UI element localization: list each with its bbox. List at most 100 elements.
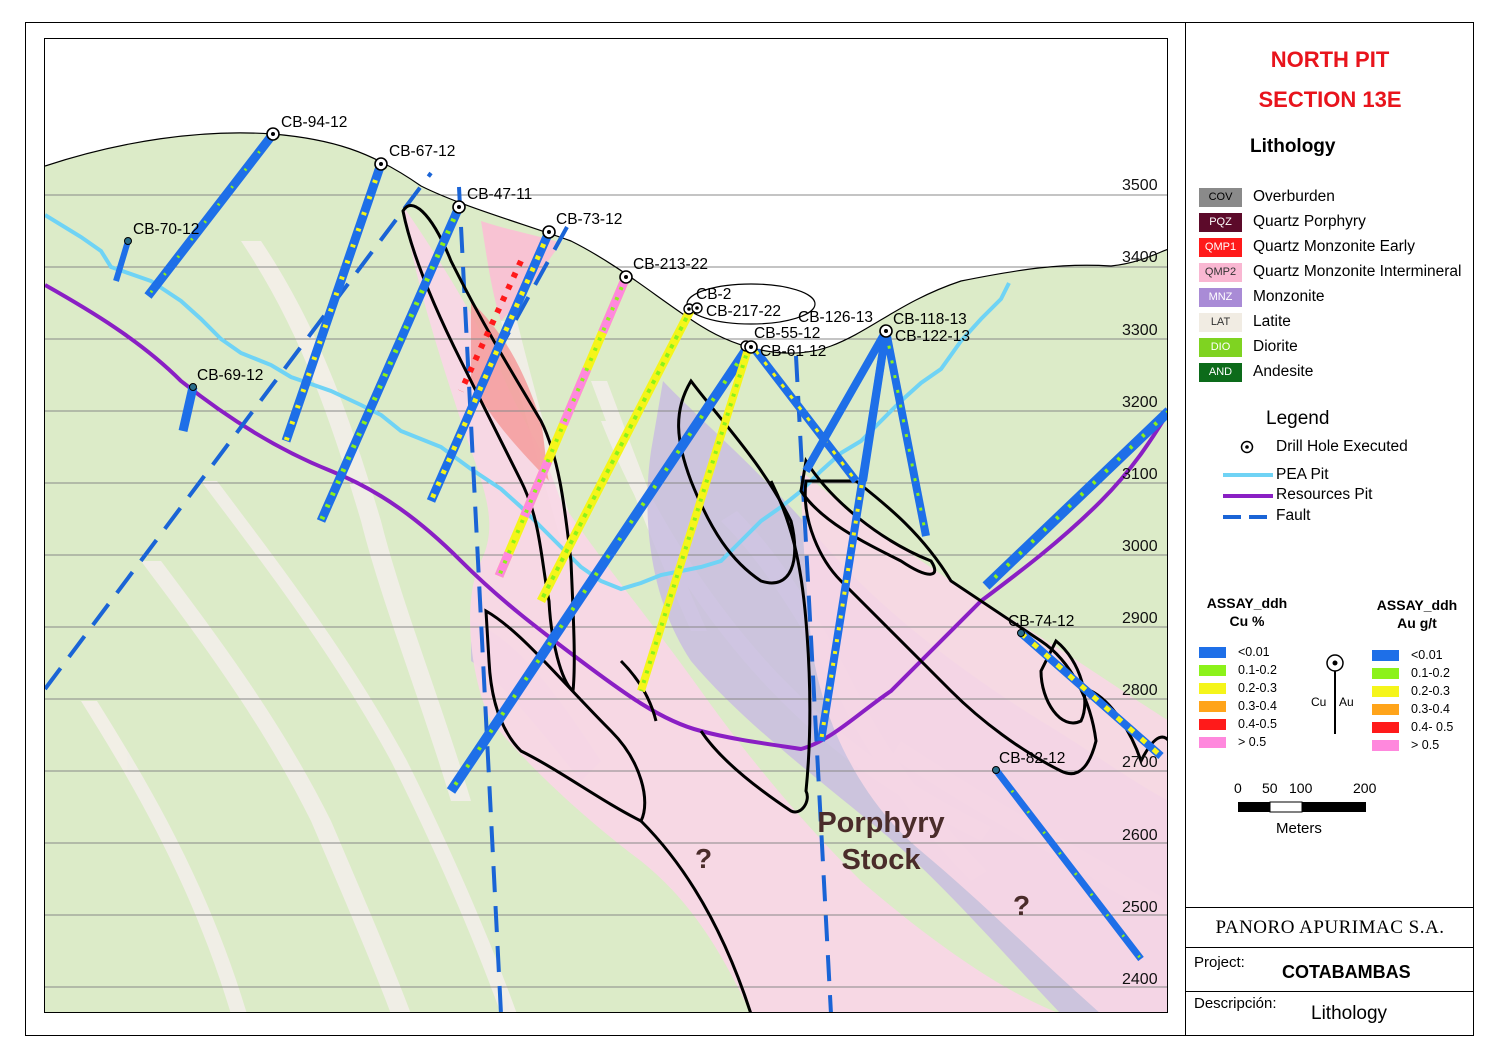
collar-cb-213-22	[619, 270, 633, 284]
project-value: COTABAMBAS	[1282, 962, 1411, 982]
drill-hole-label: CB-55-12	[754, 325, 821, 342]
assay-color-swatch	[1372, 667, 1399, 679]
cross-section-map: 3500 3400 3300 3200 3100 3000 2900 2800 …	[44, 38, 1168, 1013]
assay-class-item: 0.2-0.3	[1372, 683, 1450, 699]
drill-hole-label: CB-122-13	[895, 328, 970, 345]
collar-cb-70-12	[124, 237, 132, 245]
title-block-rule-2	[1186, 991, 1474, 992]
assay-class-item: <0.01	[1199, 644, 1270, 660]
title-block-rule-1	[1186, 947, 1474, 948]
elevation-label-2900: 2900	[1122, 610, 1158, 627]
drill-hole-label: CB-61-12	[760, 343, 827, 360]
section-title-line2: SECTION 13E	[1258, 87, 1402, 112]
elevation-label-2500: 2500	[1122, 899, 1158, 916]
section-title-line1: NORTH PIT	[1270, 47, 1390, 72]
assay-color-swatch	[1372, 739, 1399, 751]
assay-au-heading-line2: Au g/t	[1397, 615, 1437, 631]
lithology-item: QMP2 Quartz Monzonite Intermineral	[1199, 262, 1461, 282]
drill-hole-label: CB-69-12	[197, 367, 264, 384]
assay-class-label: 0.2-0.3	[1411, 684, 1450, 698]
porphyry-label-line2: Stock	[841, 844, 921, 876]
lithology-label: Quartz Monzonite Early	[1253, 238, 1415, 255]
assay-color-swatch	[1372, 703, 1399, 715]
elevation-label-3100: 3100	[1122, 466, 1158, 483]
drill-hole-label: CB-217-22	[706, 303, 781, 320]
lithology-item: LAT Latite	[1199, 312, 1291, 332]
assay-class-item: 0.1-0.2	[1372, 665, 1450, 681]
drill-hole-label: CB-74-12	[1008, 613, 1075, 630]
lithology-label: Monzonite	[1253, 288, 1325, 305]
assay-class-label: 0.2-0.3	[1238, 681, 1277, 695]
assay-cu-heading-line1: ASSAY_ddh	[1206, 595, 1288, 611]
assay-color-swatch	[1372, 685, 1399, 697]
collar-cb-69-12	[189, 383, 197, 391]
cross-section-svg	[45, 127, 1167, 1012]
company-name: PANORO APURIMAC S.A.	[1215, 917, 1445, 938]
lithology-label: Quartz Monzonite Intermineral	[1253, 263, 1462, 280]
drill-hole-label: CB-213-22	[633, 256, 708, 273]
lithology-swatch: LAT	[1199, 312, 1242, 332]
assay-color-swatch	[1199, 646, 1226, 658]
assay-cu-heading: ASSAY_ddh Cu %	[1192, 594, 1302, 630]
side-panel-divider	[1185, 22, 1186, 1036]
lithology-swatch: MNZ	[1199, 287, 1242, 307]
assay-color-swatch	[1199, 664, 1226, 676]
title-block: PANORO APURIMAC S.A. Project: COTABAMBAS…	[1186, 907, 1474, 1036]
porphyry-stock-label: Porphyry Stock	[799, 805, 963, 879]
collar-cb-61-12	[744, 340, 758, 354]
collar-cb-47-11	[452, 200, 466, 214]
assay-class-label: 0.1-0.2	[1411, 666, 1450, 680]
assay-color-swatch	[1199, 736, 1226, 748]
drill-hole-label: CB-118-13	[893, 311, 967, 328]
elevation-label-2700: 2700	[1122, 754, 1158, 771]
map-frame	[25, 22, 1474, 1036]
drill-hole-icon	[1240, 440, 1254, 454]
assay-class-item: 0.3-0.4	[1199, 698, 1277, 714]
elevation-label-3500: 3500	[1122, 177, 1158, 194]
lithology-item: DIO Diorite	[1199, 337, 1298, 357]
legend-pea-pit-label: PEA Pit	[1276, 466, 1329, 483]
assay-class-label: 0.1-0.2	[1238, 663, 1277, 677]
drill-hole-label: CB-47-11	[467, 186, 533, 203]
lithology-item: PQZ Quartz Porphyry	[1199, 212, 1366, 232]
assay-class-label: > 0.5	[1238, 735, 1267, 749]
cu-au-hole-symbol	[1326, 654, 1344, 734]
description-label: Descripción:	[1194, 995, 1277, 1012]
elevation-label-3200: 3200	[1122, 394, 1158, 411]
assay-color-swatch	[1372, 721, 1399, 733]
elevation-label-2600: 2600	[1122, 827, 1158, 844]
unknown-zone-label: ?	[695, 843, 713, 874]
lithology-label: Diorite	[1253, 338, 1298, 355]
assay-class-label: 0.4- 0.5	[1411, 720, 1454, 734]
assay-class-item: 0.1-0.2	[1199, 662, 1277, 678]
hole-symbol-au-label: Au	[1339, 695, 1354, 709]
assay-color-swatch	[1199, 718, 1226, 730]
scale-tick-200: 200	[1353, 780, 1377, 796]
title-block-top-rule	[1186, 907, 1474, 908]
assay-class-item: 0.3-0.4	[1372, 701, 1450, 717]
drill-hole-traces	[113, 131, 1167, 962]
assay-class-item: 0.4-0.5	[1199, 716, 1277, 732]
drill-hole-label: CB-94-12	[281, 114, 348, 131]
scale-tick-50: 50	[1262, 780, 1278, 796]
collar-cb-74-12	[1017, 629, 1025, 637]
assay-class-label: 0.3-0.4	[1411, 702, 1450, 716]
drill-hole-label: CB-73-12	[556, 211, 623, 228]
lithology-item: MNZ Monzonite	[1199, 287, 1325, 307]
lithology-label: Andesite	[1253, 363, 1314, 380]
assay-au-heading: ASSAY_ddh Au g/t	[1362, 596, 1472, 632]
lithology-swatch: PQZ	[1199, 212, 1242, 232]
porphyry-label-line1: Porphyry	[817, 807, 945, 839]
hole-symbol-cu-label: Cu	[1311, 695, 1327, 709]
scale-unit: Meters	[1276, 820, 1322, 837]
lithology-swatch: AND	[1199, 362, 1242, 382]
assay-class-label: > 0.5	[1411, 738, 1440, 752]
lithology-swatch: QMP1	[1199, 237, 1242, 257]
drill-hole-label: CB-126-13	[798, 309, 873, 326]
legend-fault-label: Fault	[1276, 507, 1311, 524]
collar-cb-82-12	[992, 766, 1000, 774]
collar-cb-73-12	[542, 225, 556, 239]
lithology-label: Overburden	[1253, 188, 1335, 205]
lithology-heading: Lithology	[1250, 136, 1336, 157]
drill-hole-label: CB-67-12	[389, 143, 456, 160]
